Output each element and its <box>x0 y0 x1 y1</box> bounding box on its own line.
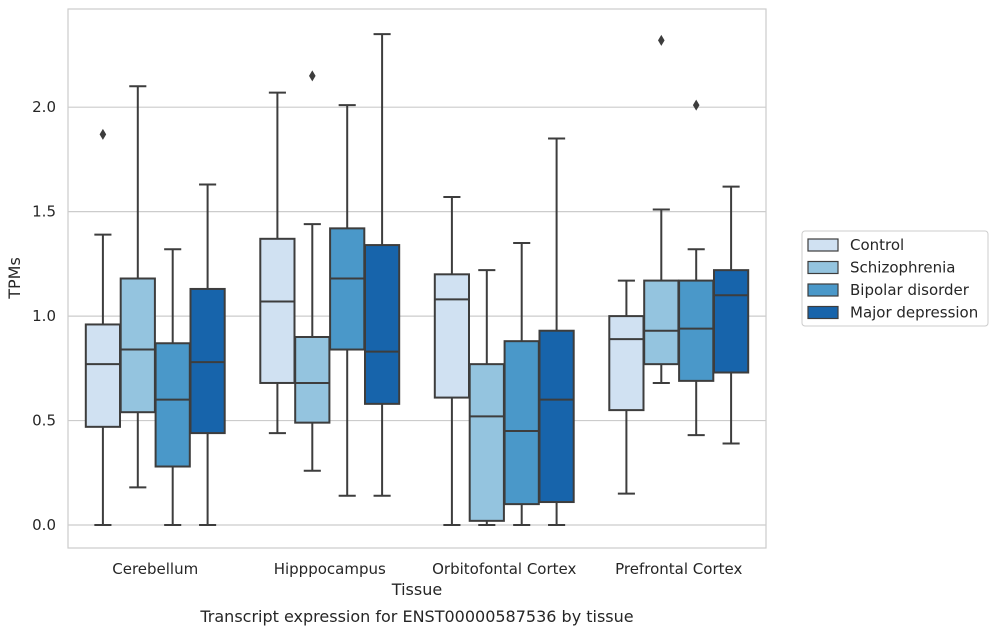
x-tick-label: Cerebellum <box>112 560 198 578</box>
box-1-3 <box>363 33 401 497</box>
box-3-2 <box>678 99 715 437</box>
box-plot-series <box>84 33 750 527</box>
box-3-0 <box>608 279 645 495</box>
legend-label: Control <box>850 236 904 254</box>
box-iqr <box>503 340 540 506</box>
x-axis-title: Tissue <box>391 580 442 599</box>
box-0-0 <box>84 128 122 527</box>
box-iqr <box>259 237 296 384</box>
box-iqr <box>712 269 750 374</box>
box-iqr <box>294 335 331 424</box>
box-0-1 <box>119 85 156 489</box>
box-3-3 <box>712 185 750 445</box>
legend-label: Bipolar disorder <box>850 281 970 299</box>
legend-swatch <box>807 305 839 320</box>
y-axis-ticks: 0.0 0.5 1.0 1.5 2.0 <box>32 98 56 534</box>
box-iqr <box>538 329 575 504</box>
outlier-point <box>692 99 700 111</box>
box-1-2 <box>329 104 366 497</box>
y-tick-label: 1.5 <box>32 203 56 221</box>
legend-swatch <box>807 260 839 275</box>
box-1-0 <box>259 91 296 435</box>
box-iqr <box>433 273 471 399</box>
outlier-point <box>99 128 107 140</box>
x-tick-label: Hipppocampus <box>274 560 386 578</box>
box-iqr <box>678 279 715 382</box>
y-tick-label: 0.5 <box>32 412 56 430</box>
legend-swatch <box>807 238 839 252</box>
legend-item: Major depression <box>807 304 978 322</box>
box-iqr <box>154 342 191 468</box>
box-iqr <box>468 363 505 522</box>
legend-frame <box>801 230 989 327</box>
y-tick-label: 0.0 <box>32 516 56 534</box>
box-1-1 <box>294 70 331 472</box>
box-iqr <box>119 277 156 414</box>
legend-label: Schizophrenia <box>850 259 955 277</box>
x-axis-ticks: Cerebellum Hipppocampus Orbitofontal Corte… <box>112 560 742 578</box>
x-tick-label: Prefrontal Cortex <box>615 560 742 578</box>
box-iqr <box>608 315 645 412</box>
box-iqr <box>363 244 401 405</box>
chart-caption: Transcript expression for ENST0000058753… <box>199 607 633 626</box>
box-3-1 <box>643 34 680 384</box>
outlier-point <box>658 34 665 46</box>
y-axis-title: TPMs <box>5 257 24 300</box>
box-2-3 <box>538 137 575 527</box>
box-0-2 <box>154 248 191 527</box>
legend-swatch <box>807 283 839 297</box>
legend-item: Schizophrenia <box>807 259 955 277</box>
x-tick-label: Orbitofontal Cortex <box>432 560 576 578</box>
box-iqr <box>189 287 226 435</box>
legend-item: Bipolar disorder <box>807 281 970 299</box>
outlier-point <box>309 70 316 82</box>
y-tick-label: 2.0 <box>32 98 56 116</box>
box-iqr <box>84 323 122 428</box>
box-0-3 <box>189 183 226 527</box>
box-2-0 <box>433 196 471 527</box>
plot-frame <box>67 8 767 549</box>
legend: Control Schizophrenia Bipolar disorder Majo… <box>801 230 989 327</box>
box-2-1 <box>468 269 505 527</box>
box-2-2 <box>503 241 540 527</box>
box-iqr <box>329 227 366 351</box>
legend-label: Major depression <box>850 304 978 322</box>
box-iqr <box>643 279 680 366</box>
y-tick-label: 1.0 <box>32 307 56 325</box>
legend-item: Control <box>807 236 904 254</box>
